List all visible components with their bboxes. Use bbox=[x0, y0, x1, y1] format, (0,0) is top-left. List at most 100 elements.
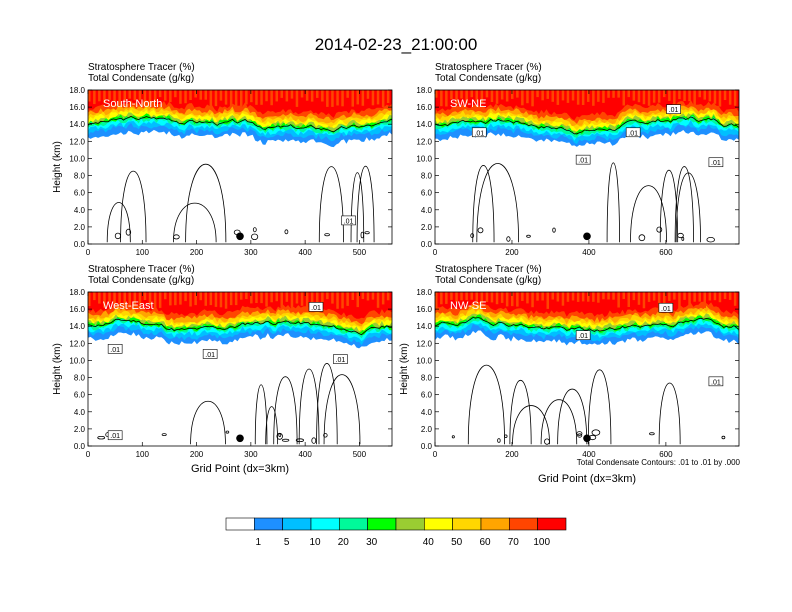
tracer-spike bbox=[713, 292, 717, 301]
tracer-spike bbox=[521, 292, 524, 301]
colorbar-label: 70 bbox=[508, 537, 520, 548]
tracer-spike bbox=[455, 90, 458, 105]
condensate-contour-blob bbox=[97, 436, 106, 440]
tracer-spike bbox=[204, 292, 207, 306]
tracer-spike bbox=[657, 90, 661, 103]
tracer-spike bbox=[128, 90, 131, 99]
condensate-contour-blob bbox=[677, 232, 684, 239]
tracer-spike bbox=[688, 292, 691, 309]
tracer-spike bbox=[485, 90, 489, 98]
contour-note: Total Condensate Contours: .01 to .01 by… bbox=[577, 458, 741, 467]
contour-label-box bbox=[708, 376, 724, 387]
y-tick-label: 8.0 bbox=[74, 374, 86, 383]
plot-frame bbox=[434, 291, 740, 447]
x-axis-label: Grid Point (dx=3km) bbox=[538, 473, 636, 485]
contour-label-box bbox=[575, 154, 591, 165]
tracer-spike bbox=[376, 90, 380, 105]
x-tick-label: 600 bbox=[659, 450, 673, 459]
x-tick-label: 400 bbox=[298, 450, 312, 459]
tracer-spike bbox=[445, 292, 448, 304]
tracer-spike bbox=[693, 292, 696, 302]
condensate-contour bbox=[273, 376, 298, 445]
tracer-spike bbox=[592, 90, 595, 106]
condensate-contour bbox=[557, 388, 588, 445]
condensate-contour bbox=[658, 382, 681, 445]
tracer-spike bbox=[602, 90, 605, 103]
tracer-spike bbox=[551, 292, 554, 300]
tracer-spike bbox=[250, 90, 253, 103]
tracer-spike bbox=[566, 292, 570, 302]
y-tick-label: 2.0 bbox=[421, 425, 433, 434]
contour-label: .01 bbox=[110, 347, 120, 354]
tracer-spike bbox=[435, 292, 438, 309]
tracer-spike bbox=[617, 90, 620, 98]
x-tick-label: 200 bbox=[505, 450, 519, 459]
tracer-spike bbox=[341, 292, 344, 309]
x-tick-label: 200 bbox=[190, 450, 204, 459]
contour-label: .01 bbox=[110, 433, 120, 440]
tracer-spike bbox=[546, 90, 549, 99]
condensate-contour-blob bbox=[681, 236, 685, 241]
panel-title-condensate: Total Condensate (g/kg) bbox=[88, 73, 194, 84]
tracer-spike bbox=[255, 292, 258, 303]
tracer-spike bbox=[647, 292, 651, 302]
tracer-spike bbox=[234, 90, 238, 107]
x-tick-label: 600 bbox=[659, 248, 673, 257]
condensate-contour-blob bbox=[114, 232, 122, 240]
condensate-contour bbox=[190, 401, 226, 445]
tracer-spike bbox=[108, 292, 111, 302]
panels-group: Stratosphere Tracer (%)Total Condensate … bbox=[52, 62, 740, 485]
y-tick-label: 6.0 bbox=[74, 189, 86, 198]
condensate-contour-blob bbox=[251, 233, 259, 240]
tracer-spike bbox=[602, 292, 605, 300]
colorbar-label: 40 bbox=[423, 537, 435, 548]
condensate-contour-blob bbox=[252, 227, 257, 233]
condensate-contours bbox=[435, 317, 739, 445]
tracer-spike bbox=[607, 90, 610, 98]
panel-nw-se: Stratosphere Tracer (%)Total Condensate … bbox=[399, 264, 740, 485]
tracer-spike bbox=[108, 90, 111, 100]
tracer-spike bbox=[728, 90, 732, 105]
contour-label: .01 bbox=[311, 305, 321, 312]
tracer-spike bbox=[275, 292, 278, 302]
y-tick-label: 12.0 bbox=[416, 137, 432, 146]
tracer-spike bbox=[455, 292, 458, 302]
y-tick-label: 0.0 bbox=[421, 442, 433, 451]
tracer-spike bbox=[93, 292, 96, 301]
tracer-spike bbox=[158, 292, 162, 308]
tracer-spike bbox=[174, 90, 177, 98]
condensate-contour-blob bbox=[451, 435, 455, 439]
tracer-spike bbox=[118, 292, 121, 304]
tracer-spike bbox=[219, 90, 223, 101]
tracer-spike bbox=[546, 292, 549, 309]
tracer-spike bbox=[728, 292, 732, 300]
colorbar-label: 30 bbox=[366, 537, 378, 548]
y-tick-label: 2.0 bbox=[74, 223, 86, 232]
y-tick-label: 8.0 bbox=[421, 172, 433, 181]
tracer-spike bbox=[280, 90, 283, 98]
tracer-spike bbox=[642, 292, 646, 309]
tracer-spike bbox=[647, 90, 651, 106]
condensate-contour-blob bbox=[470, 233, 475, 238]
condensate-contour-blob bbox=[506, 236, 511, 242]
colorbar: 1 5 10 20 30 40 50 60 70 100 bbox=[225, 517, 567, 548]
tracer-spike bbox=[531, 292, 534, 308]
tracer-spike bbox=[98, 90, 101, 102]
condensate-contour bbox=[185, 163, 227, 243]
contour-label-box bbox=[658, 302, 674, 313]
tracer-spike bbox=[475, 292, 478, 306]
tracer-spike bbox=[240, 90, 243, 106]
y-axis-label: Height (km) bbox=[399, 343, 410, 395]
condensate-contour-blob bbox=[173, 234, 180, 240]
tracer-spike bbox=[576, 292, 580, 302]
x-tick-label: 100 bbox=[136, 248, 150, 257]
tracer-spike bbox=[88, 90, 91, 102]
colorbar-label: 100 bbox=[533, 537, 550, 548]
tracer-spike bbox=[158, 90, 162, 98]
plot-frame bbox=[434, 89, 740, 245]
tracer-spike bbox=[204, 90, 207, 100]
tracer-spike bbox=[366, 292, 370, 301]
tracer-spike bbox=[597, 90, 600, 102]
tracer-spike bbox=[663, 292, 666, 307]
tracer-spike bbox=[475, 90, 478, 103]
